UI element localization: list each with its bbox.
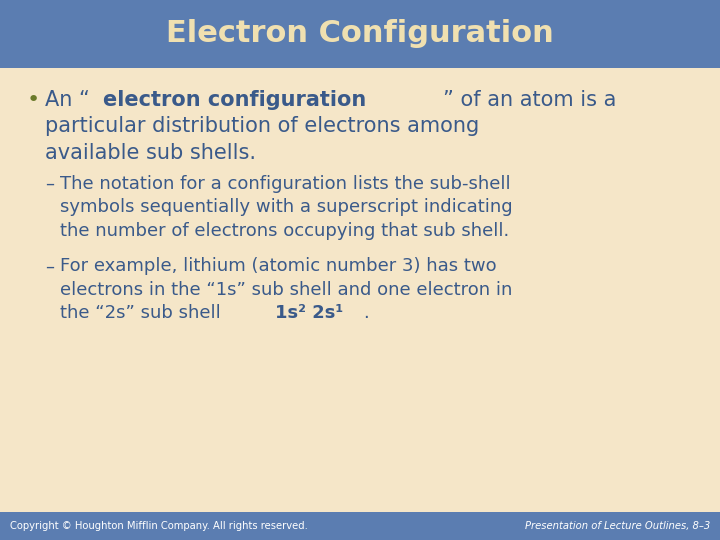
Text: available sub shells.: available sub shells. xyxy=(45,143,256,163)
Text: particular distribution of electrons among: particular distribution of electrons amo… xyxy=(45,117,480,137)
Text: An “: An “ xyxy=(45,90,90,110)
Text: For example, lithium (atomic number 3) has two: For example, lithium (atomic number 3) h… xyxy=(60,258,497,275)
Text: electron configuration: electron configuration xyxy=(103,90,366,110)
Text: The notation for a configuration lists the sub-shell: The notation for a configuration lists t… xyxy=(60,175,510,193)
Text: –: – xyxy=(45,175,54,193)
Text: Copyright © Houghton Mifflin Company. All rights reserved.: Copyright © Houghton Mifflin Company. Al… xyxy=(10,521,308,531)
Bar xyxy=(0,0,720,68)
Text: Presentation of Lecture Outlines, 8–3: Presentation of Lecture Outlines, 8–3 xyxy=(525,521,710,531)
Text: the “2s” sub shell: the “2s” sub shell xyxy=(60,305,227,322)
Text: .: . xyxy=(363,305,369,322)
Text: electrons in the “1s” sub shell and one electron in: electrons in the “1s” sub shell and one … xyxy=(60,281,513,299)
Text: the number of electrons occupying that sub shell.: the number of electrons occupying that s… xyxy=(60,222,509,240)
Bar xyxy=(0,512,720,540)
Text: ” of an atom is a: ” of an atom is a xyxy=(443,90,616,110)
Text: –: – xyxy=(45,258,54,275)
Text: •: • xyxy=(27,90,40,110)
Text: symbols sequentially with a superscript indicating: symbols sequentially with a superscript … xyxy=(60,199,513,217)
Text: 1s² 2s¹: 1s² 2s¹ xyxy=(275,305,343,322)
Text: Electron Configuration: Electron Configuration xyxy=(166,19,554,49)
